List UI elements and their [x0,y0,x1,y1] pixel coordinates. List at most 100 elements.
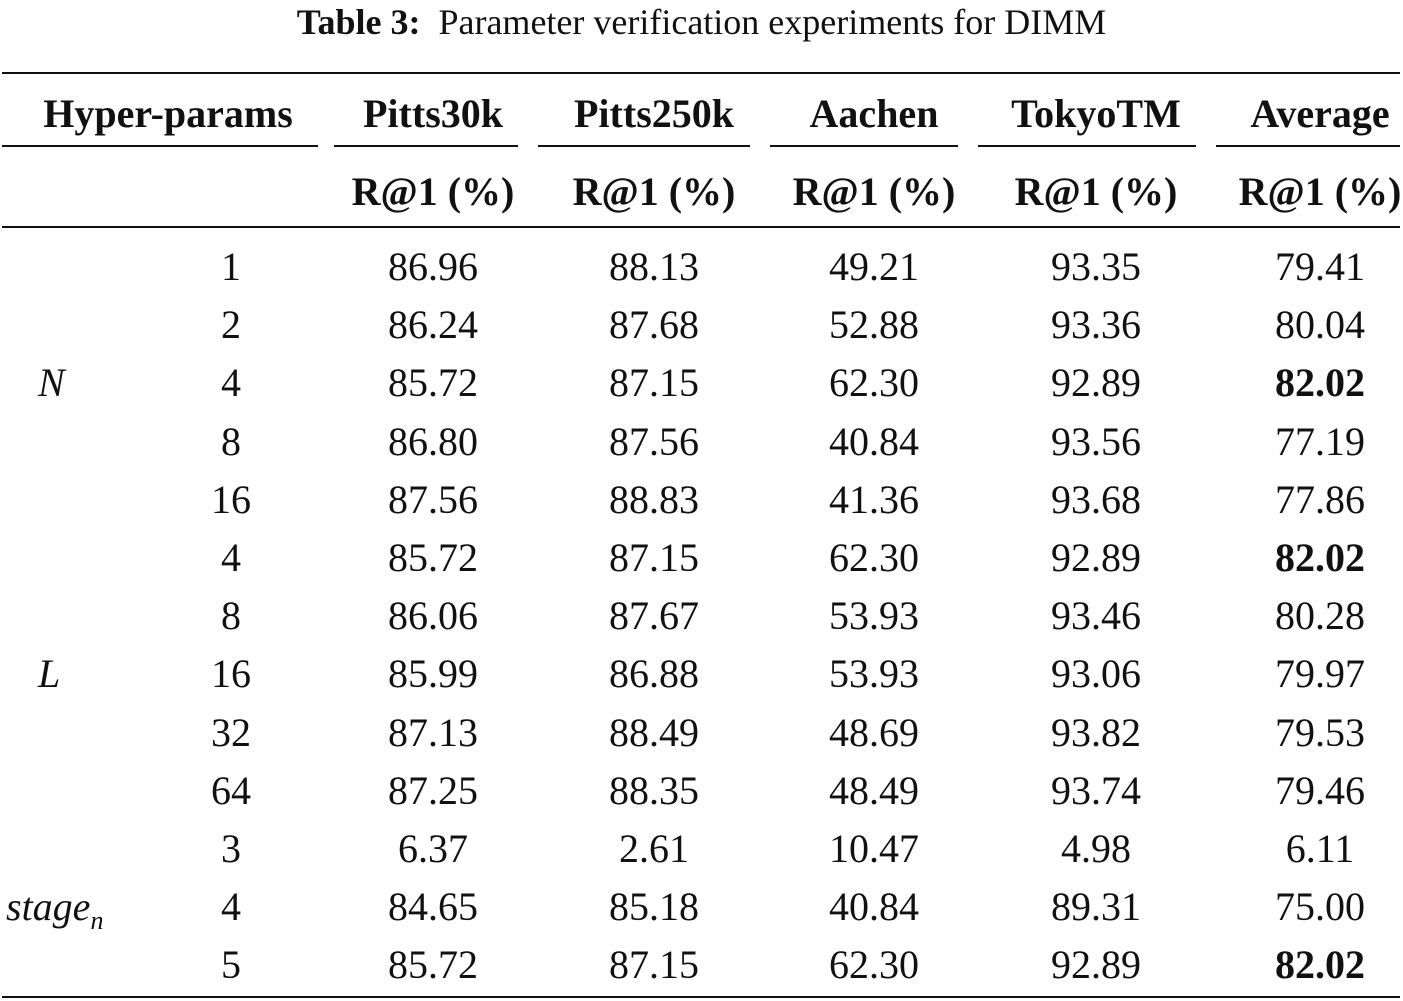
table-cell: 53.93 [829,593,919,639]
average-cell: 75.00 [1275,884,1365,930]
group-label: stagen [6,878,103,950]
table-cell: 40.84 [829,418,919,464]
average-cell: 79.46 [1275,767,1365,813]
table-cell: 93.74 [1051,767,1141,813]
average-cell: 79.41 [1275,244,1365,289]
table-cell: 87.13 [388,709,478,755]
average-cell: 80.04 [1275,302,1365,348]
header-metric: R@1 (%) [1238,169,1402,214]
table-caption-text: Parameter verification experiments for D… [438,2,1107,42]
header-dataset: Aachen [809,91,939,136]
table-cell: 4.98 [1061,826,1131,871]
table-cell: 85.99 [388,651,478,697]
average-cell: 79.53 [1275,709,1365,755]
table-cell: 86.88 [609,651,699,697]
header-dataset: Average [1250,91,1390,136]
average-cell: 79.97 [1275,651,1365,697]
param-value: 64 [211,767,251,813]
table-cell: 85.72 [388,535,478,580]
header-dataset: Pitts250k [574,91,734,136]
group-label-text: stage [6,884,91,930]
table-cell: 87.15 [609,942,699,988]
table-cell: 10.47 [829,826,919,871]
param-value: 16 [211,651,251,697]
param-value: 3 [221,826,241,871]
header-metric: R@1 (%) [351,169,515,214]
table-cell: 93.35 [1051,244,1141,289]
group-label: N [38,354,65,412]
table-cell: 41.36 [829,476,919,522]
table-cell: 89.31 [1051,884,1141,930]
table-cell: 86.96 [388,244,478,289]
param-value: 8 [221,418,241,464]
group-label-text: L [38,651,61,697]
table-cell: 87.67 [609,593,699,639]
mid-rule [2,226,1400,228]
param-value: 4 [221,360,241,406]
table-cell: 88.13 [609,244,699,289]
table-cell: 62.30 [829,535,919,580]
param-value: 16 [211,476,251,522]
table-cell: 93.36 [1051,302,1141,348]
table-cell: 53.93 [829,651,919,697]
table-cell: 93.06 [1051,651,1141,697]
header-underline-1 [334,145,518,147]
average-cell: 77.19 [1275,418,1365,464]
param-value: 8 [221,593,241,639]
table-cell: 2.61 [619,826,689,871]
table-cell: 6.37 [398,826,468,871]
table-cell: 62.30 [829,360,919,406]
param-value: 32 [211,709,251,755]
table-cell: 88.35 [609,767,699,813]
bottom-rule [2,996,1400,998]
table-cell: 92.89 [1051,360,1141,406]
header-hyper-params: Hyper-params [43,91,293,136]
header-dataset: TokyoTM [1011,91,1181,136]
table-caption: Table 3: Parameter verification experime… [0,0,1403,44]
group-label-text: N [38,360,65,406]
header-metric: R@1 (%) [1014,169,1178,214]
table-cell: 86.06 [388,593,478,639]
table-cell: 85.18 [609,884,699,930]
param-value: 1 [221,244,241,289]
table-cell: 92.89 [1051,535,1141,580]
table-cell: 48.49 [829,767,919,813]
table-cell: 88.49 [609,709,699,755]
table-cell: 93.56 [1051,418,1141,464]
table-cell: 52.88 [829,302,919,348]
table-cell: 48.69 [829,709,919,755]
table-cell: 62.30 [829,942,919,988]
table-cell: 87.56 [388,476,478,522]
table-cell: 87.68 [609,302,699,348]
table-cell: 93.68 [1051,476,1141,522]
group-label-subscript: n [90,906,104,936]
table-cell: 87.15 [609,360,699,406]
top-rule [2,72,1400,74]
header-dataset: Pitts30k [363,91,503,136]
param-value: 4 [221,535,241,580]
table-cell: 87.56 [609,418,699,464]
table-cell: 86.80 [388,418,478,464]
table-cell: 85.72 [388,942,478,988]
table-cell: 86.24 [388,302,478,348]
param-value: 2 [221,302,241,348]
table-cell: 93.82 [1051,709,1141,755]
table-cell: 88.83 [609,476,699,522]
table-cell: 92.89 [1051,942,1141,988]
average-cell: 77.86 [1275,476,1365,522]
table-cell: 93.46 [1051,593,1141,639]
table-cell: 40.84 [829,884,919,930]
table-caption-label: Table 3: [296,2,421,42]
table-cell: 87.15 [609,535,699,580]
average-cell: 80.28 [1275,593,1365,639]
param-value: 4 [221,884,241,930]
average-cell: 6.11 [1285,826,1355,871]
average-cell: 82.02 [1275,535,1365,580]
table-cell: 84.65 [388,884,478,930]
hyper-params-underline [2,145,318,147]
group-label: L [38,645,60,703]
header-metric: R@1 (%) [792,169,956,214]
header-underline-3 [770,145,958,147]
table-cell: 49.21 [829,244,919,289]
average-cell: 82.02 [1275,942,1365,988]
